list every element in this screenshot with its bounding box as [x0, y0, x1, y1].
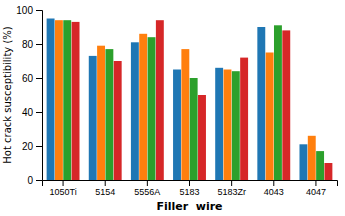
tick: 5183	[179, 180, 199, 197]
tick-label: 5183Zr	[217, 187, 246, 197]
tick-mark	[315, 180, 316, 186]
tick-mark	[273, 180, 274, 186]
tick-mark	[105, 180, 106, 186]
bar-series	[47, 19, 308, 181]
chart: 0 20 40 60 80 100 1050Ti 5154 5556A 5183 5183Zr 404…	[0, 0, 345, 216]
bar	[308, 136, 316, 180]
tick-label: 40	[22, 107, 34, 118]
tick: 4043	[264, 180, 284, 197]
tick: 5556A	[134, 180, 160, 197]
tick-label: 5556A	[134, 187, 160, 197]
tick-label: 20	[22, 141, 34, 152]
tick: 4047	[306, 180, 326, 197]
axis-line	[43, 181, 338, 187]
tick-label: 60	[22, 73, 34, 84]
bar	[173, 70, 181, 181]
tick-mark	[231, 180, 232, 186]
tick-mark	[36, 112, 42, 113]
tick-mark	[36, 10, 42, 11]
bar	[72, 22, 80, 180]
bar	[299, 144, 307, 180]
y-axis: 0 20 40 60 80 100	[16, 5, 42, 186]
bar	[316, 151, 324, 180]
tick-label: 0	[27, 175, 33, 186]
bar-series	[55, 20, 316, 180]
bar-series	[72, 20, 333, 180]
bar	[198, 95, 206, 180]
bar	[148, 37, 156, 180]
bar	[274, 25, 282, 180]
bar	[215, 68, 223, 180]
bar	[232, 71, 240, 180]
tick-mark	[189, 180, 190, 186]
bar	[240, 58, 248, 180]
bar	[181, 49, 189, 180]
x-axis: 1050Ti 5154 5556A 5183 5183Zr 4043 4047	[43, 180, 338, 197]
bar	[156, 20, 164, 180]
tick: 100	[16, 5, 42, 16]
bar	[89, 56, 97, 180]
plot: 0 20 40 60 80 100 1050Ti 5154 5556A 5183 5183Zr 404…	[16, 5, 337, 198]
tick: 80	[22, 39, 42, 50]
bars	[47, 19, 333, 181]
axis-line	[36, 11, 43, 181]
bar	[63, 20, 71, 180]
bar	[257, 27, 265, 180]
bar	[266, 53, 274, 181]
bar	[139, 34, 147, 180]
tick: 60	[22, 73, 42, 84]
tick-mark	[36, 180, 42, 181]
tick-label: 4047	[306, 187, 326, 197]
x-axis-title: Filler wire	[156, 200, 222, 213]
bar	[190, 78, 198, 180]
tick: 5183Zr	[217, 180, 246, 197]
tick: 0	[27, 175, 42, 186]
bar	[55, 20, 63, 180]
bar-series	[63, 20, 324, 180]
tick: 20	[22, 141, 42, 152]
bar	[224, 70, 232, 181]
tick-mark	[147, 180, 148, 186]
tick-label: 5154	[95, 187, 115, 197]
tick-label: 4043	[264, 187, 284, 197]
bar	[105, 49, 113, 180]
bar	[97, 46, 105, 180]
tick: 5154	[95, 180, 115, 197]
tick-label: 5183	[179, 187, 199, 197]
tick-mark	[36, 146, 42, 147]
tick-label: 1050Ti	[49, 187, 76, 197]
tick-label: 100	[16, 5, 33, 16]
tick-mark	[63, 180, 64, 186]
tick: 1050Ti	[49, 180, 76, 197]
tick-label: 80	[22, 39, 34, 50]
bar	[47, 19, 55, 181]
bar	[282, 30, 290, 180]
bar	[114, 61, 122, 180]
y-axis-title: Hot crack susceptibility (%)	[2, 26, 13, 164]
tick-mark	[36, 78, 42, 79]
tick: 40	[22, 107, 42, 118]
bar	[131, 42, 139, 180]
bar	[324, 163, 332, 180]
tick-mark	[36, 44, 42, 45]
